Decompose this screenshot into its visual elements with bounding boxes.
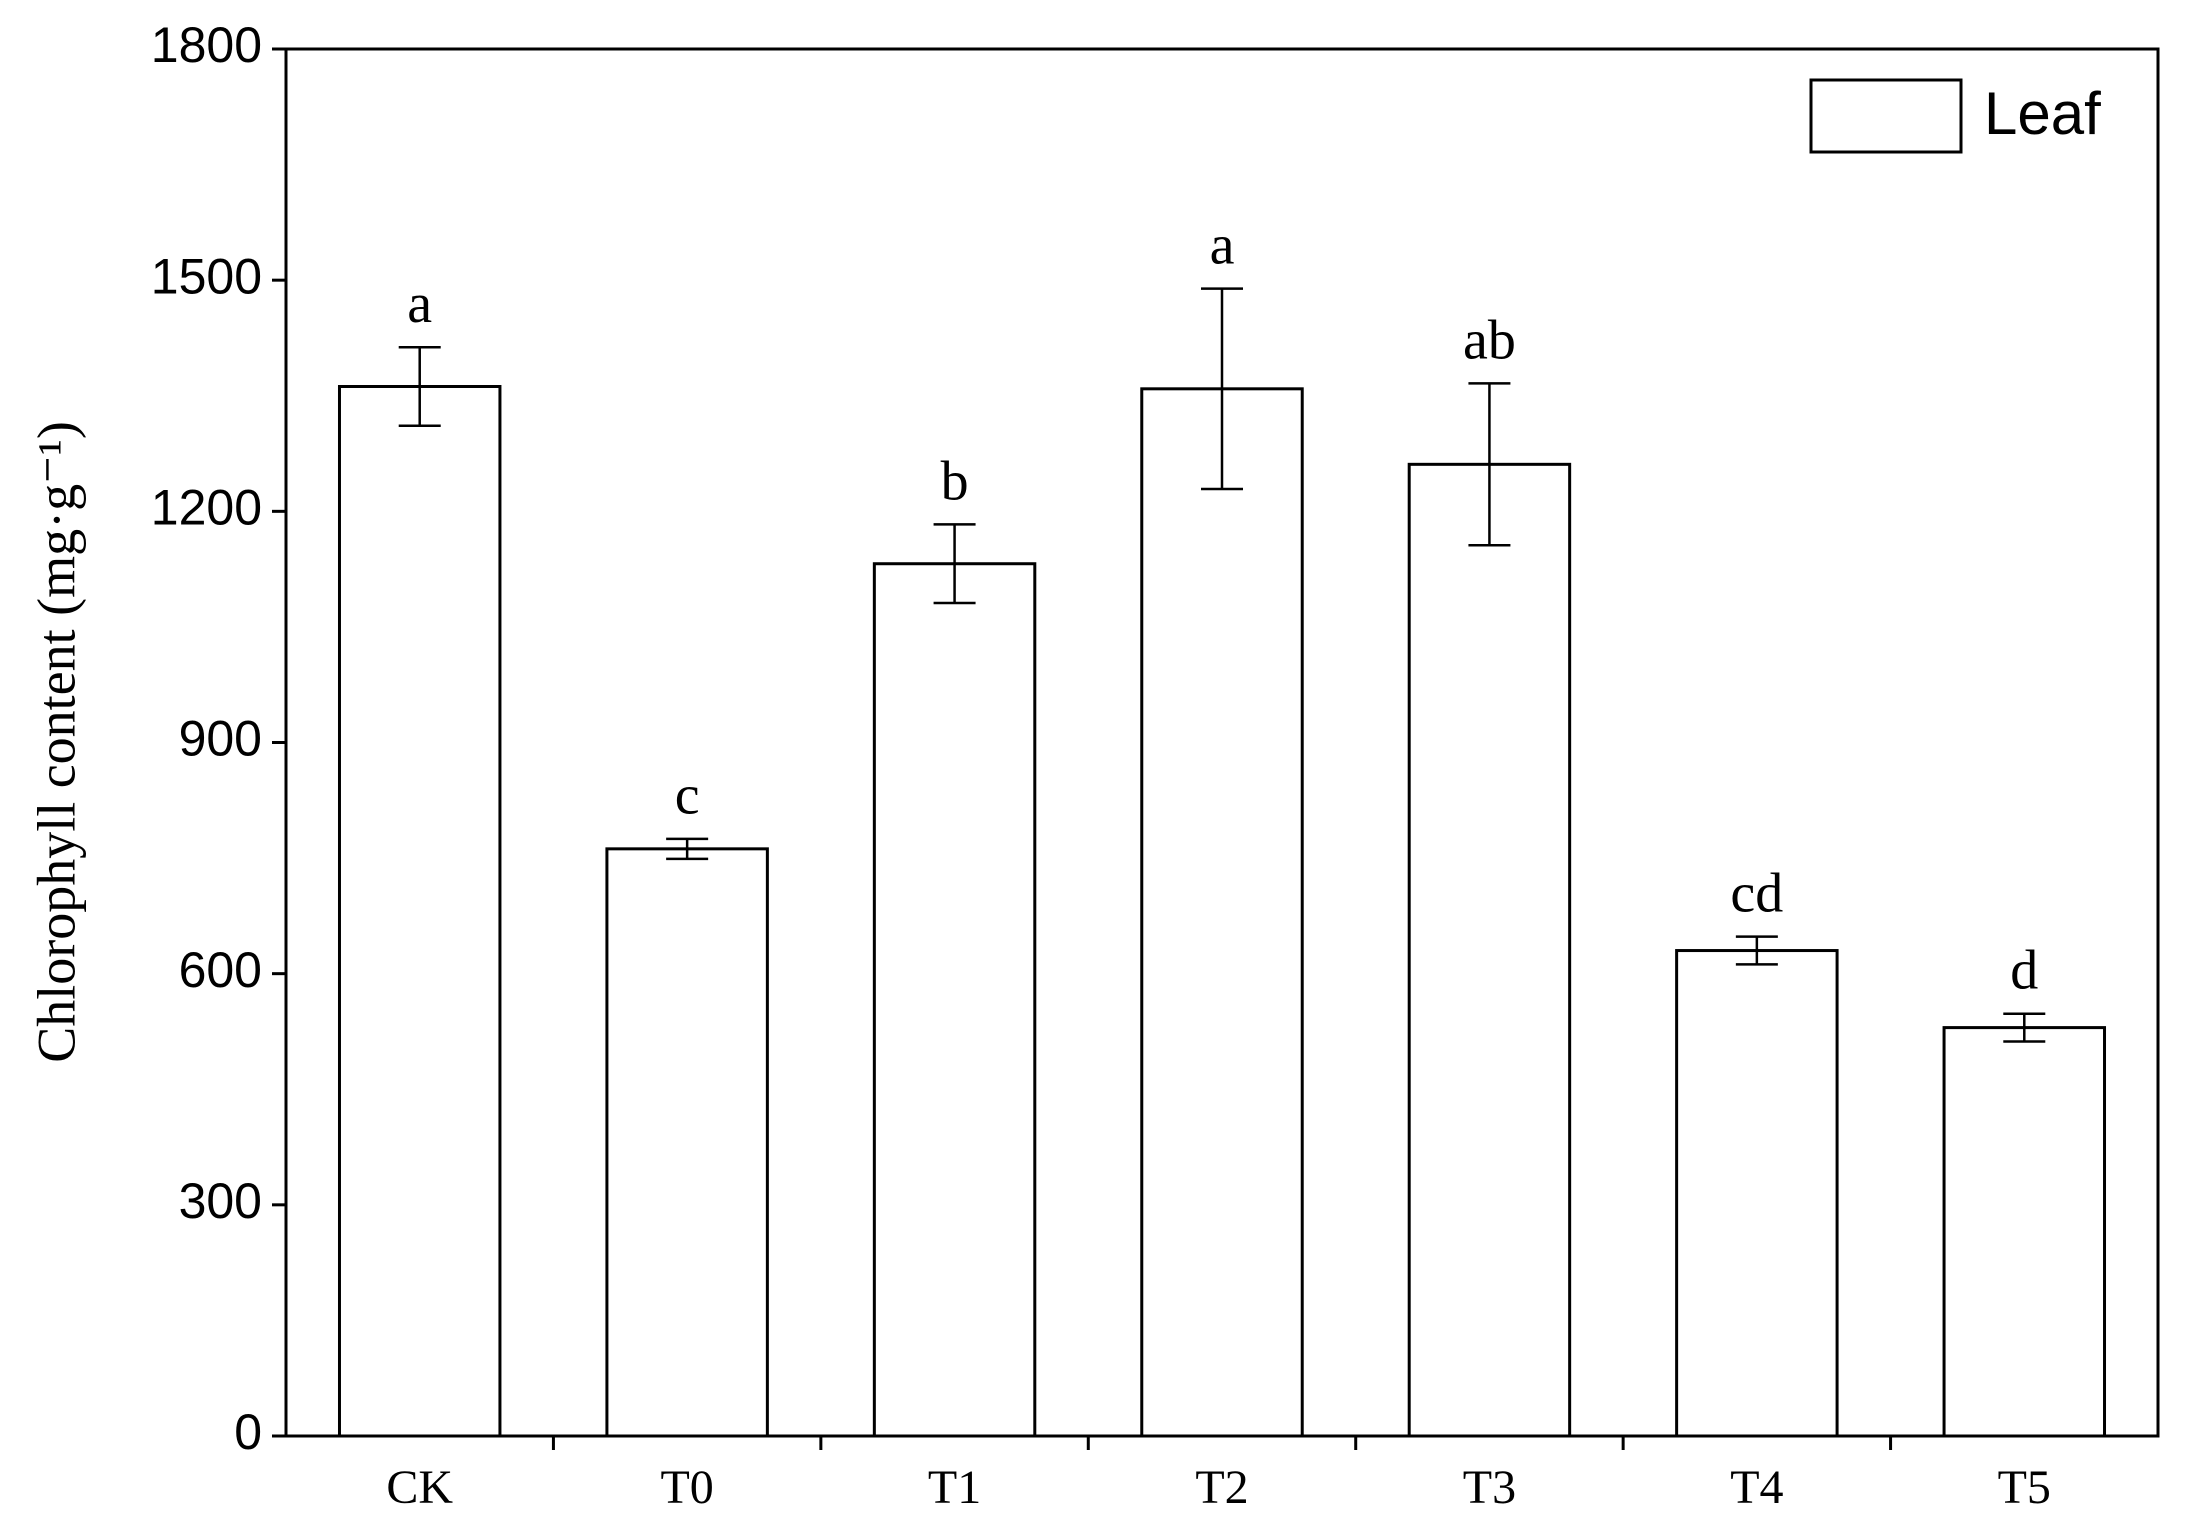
y-tick-label: 0: [234, 1404, 262, 1460]
x-tick-label: T4: [1730, 1461, 1783, 1514]
x-tick-label: CK: [386, 1461, 453, 1514]
bar: [1140, 387, 1304, 1438]
error-bar: [933, 523, 976, 605]
significance-letter: cd: [1730, 863, 1783, 925]
significance-letter: a: [407, 273, 432, 335]
y-tick-label: 1200: [151, 480, 262, 536]
bar: [337, 385, 502, 1438]
y-tick-label: 1500: [151, 248, 262, 304]
bar: [1407, 462, 1572, 1438]
x-tick-label: T3: [1463, 1461, 1516, 1514]
x-tick-label: T1: [928, 1461, 981, 1514]
x-tick-label: T0: [660, 1461, 713, 1514]
significance-letter: ab: [1463, 309, 1516, 371]
legend-label: Leaf: [1984, 80, 2101, 147]
significance-letter: d: [2010, 940, 2038, 1002]
significance-letter: b: [941, 450, 969, 512]
bar: [872, 562, 1037, 1438]
significance-letter: a: [1210, 214, 1235, 276]
bar: [605, 847, 769, 1438]
y-tick-label: 1800: [151, 17, 262, 73]
y-axis-label: Chlorophyll content (mg·g⁻¹): [26, 421, 86, 1063]
plot-frame: [284, 47, 2160, 1438]
error-bar: [398, 345, 441, 428]
error-bar: [666, 837, 709, 861]
error-bar: [2003, 1012, 2046, 1043]
significance-letter: c: [675, 765, 700, 827]
legend-swatch: [1809, 78, 1963, 154]
error-bar: [1735, 935, 1778, 966]
error-bar: [1468, 382, 1511, 547]
bar: [1675, 949, 1839, 1438]
y-tick-label: 900: [179, 711, 262, 767]
x-tick-label: T2: [1195, 1461, 1248, 1514]
error-bar: [1201, 287, 1243, 491]
x-tick-label: T5: [1998, 1461, 2051, 1514]
y-tick-label: 600: [179, 942, 262, 998]
y-tick-label: 300: [179, 1173, 262, 1229]
bar: [1942, 1026, 2107, 1438]
